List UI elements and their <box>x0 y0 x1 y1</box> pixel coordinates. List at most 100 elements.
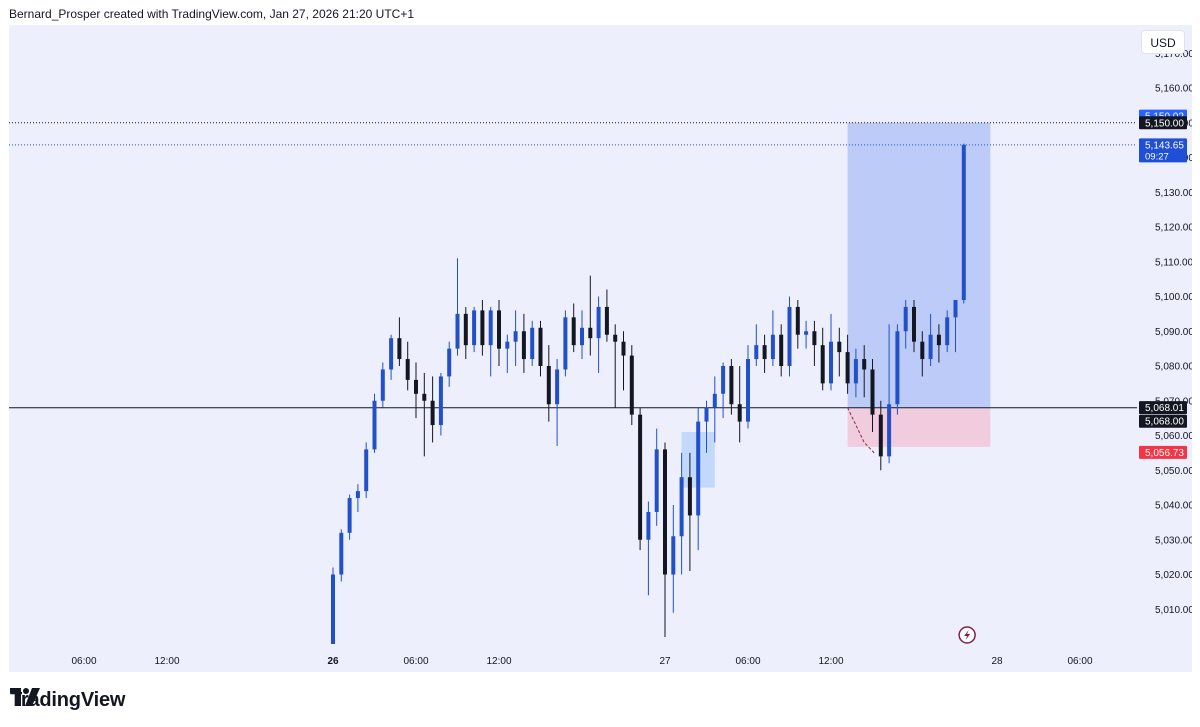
candle-body[interactable] <box>480 310 485 346</box>
candle-body[interactable] <box>654 449 659 512</box>
candle-body[interactable] <box>762 345 767 360</box>
candle-body[interactable] <box>380 369 385 401</box>
candle-body[interactable] <box>679 477 684 537</box>
dashed-drawing[interactable] <box>847 407 875 454</box>
candle-body[interactable] <box>754 345 759 360</box>
price-badge <box>1139 116 1187 130</box>
candle-body[interactable] <box>878 414 883 457</box>
candle-body[interactable] <box>546 366 551 405</box>
candle-body[interactable] <box>737 404 742 422</box>
candle-body[interactable] <box>912 306 916 342</box>
candle-body[interactable] <box>613 334 618 342</box>
candle-body[interactable] <box>787 306 792 366</box>
candle-body[interactable] <box>364 449 369 492</box>
candle-body[interactable] <box>920 341 925 360</box>
candle-body[interactable] <box>687 477 692 516</box>
x-tick-label: 06:00 <box>1067 656 1092 667</box>
y-tick-label: 5,120.00 <box>1155 223 1192 234</box>
candle-body[interactable] <box>696 421 701 516</box>
candle-body[interactable] <box>331 574 335 645</box>
candlestick-chart[interactable]: 5,010.00 5,020.00 5,030.00 5,040.00 5,050.00… <box>9 25 1192 672</box>
candle-body[interactable] <box>953 299 958 318</box>
candle-body[interactable] <box>887 404 892 457</box>
candle-body[interactable] <box>829 341 833 384</box>
candle-body[interactable] <box>853 359 858 384</box>
candle-body[interactable] <box>604 306 609 335</box>
candle-body[interactable] <box>812 331 817 346</box>
candle-body[interactable] <box>530 327 535 360</box>
candle-body[interactable] <box>347 498 352 533</box>
candle-body[interactable] <box>563 317 568 370</box>
candle-body[interactable] <box>463 313 468 346</box>
candle-body[interactable] <box>663 449 667 575</box>
candle-body[interactable] <box>538 327 543 366</box>
y-tick-label: 5,010.00 <box>1155 605 1192 616</box>
candle-body[interactable] <box>862 359 867 370</box>
y-tick-label: 5,050.00 <box>1155 466 1192 477</box>
candle-body[interactable] <box>513 331 518 342</box>
candle-body[interactable] <box>903 306 908 332</box>
x-tick-label: 26 <box>327 656 339 667</box>
candle-body[interactable] <box>721 366 726 394</box>
candle-body[interactable] <box>629 355 634 415</box>
candle-body[interactable] <box>779 334 784 366</box>
candle-body[interactable] <box>845 352 850 384</box>
candle-body[interactable] <box>895 331 900 405</box>
price-badge <box>1139 401 1187 415</box>
candle-body[interactable] <box>372 400 377 450</box>
candle-body[interactable] <box>555 369 560 405</box>
candle-body[interactable] <box>770 334 775 360</box>
candle-body[interactable] <box>621 341 626 356</box>
candle-body[interactable] <box>455 313 460 349</box>
y-tick-label: 5,110.00 <box>1155 257 1192 268</box>
stop-zone[interactable] <box>847 407 991 447</box>
candle-body[interactable] <box>397 338 402 360</box>
candle-body[interactable] <box>795 306 800 335</box>
candle-body[interactable] <box>497 310 501 349</box>
candle-body[interactable] <box>638 414 643 540</box>
candle-body[interactable] <box>646 511 651 540</box>
tradingview-logo[interactable]: TradingView <box>10 688 125 712</box>
candle-body[interactable] <box>729 366 734 405</box>
candle-body[interactable] <box>430 400 435 426</box>
candle-body[interactable] <box>422 393 427 401</box>
candle-body[interactable] <box>596 306 601 339</box>
candle-body[interactable] <box>414 379 418 394</box>
candle-body[interactable] <box>488 310 493 346</box>
candle-body[interactable] <box>405 359 410 380</box>
candle-body[interactable] <box>712 393 717 408</box>
candle-body[interactable] <box>804 331 809 335</box>
candle-body[interactable] <box>588 327 593 339</box>
chart-area[interactable]: 5,010.00 5,020.00 5,030.00 5,040.00 5,050.00… <box>9 25 1192 672</box>
x-tick-label: 06:00 <box>735 656 760 667</box>
x-tick-label: 12:00 <box>818 656 843 667</box>
candle-body[interactable] <box>389 338 394 370</box>
candle-body[interactable] <box>936 334 941 346</box>
candle-body[interactable] <box>671 536 676 575</box>
candle-body[interactable] <box>704 407 709 422</box>
profit-zone[interactable] <box>847 122 991 408</box>
lightning-bolt-icon <box>964 630 971 640</box>
currency-button[interactable]: USD <box>1141 30 1185 54</box>
candle-body[interactable] <box>837 341 842 353</box>
candle-body[interactable] <box>820 345 825 384</box>
y-tick-label: 5,040.00 <box>1155 501 1192 512</box>
candle-body[interactable] <box>571 317 576 346</box>
candle-body[interactable] <box>580 327 584 346</box>
candle-body[interactable] <box>928 334 933 360</box>
candle-body[interactable] <box>505 341 510 349</box>
candle-body[interactable] <box>945 317 950 346</box>
candle-body[interactable] <box>870 369 875 415</box>
brand-name: TradingView <box>10 688 126 711</box>
candle-body[interactable] <box>746 359 750 422</box>
candle-body[interactable] <box>447 348 452 377</box>
candle-body[interactable] <box>521 331 526 360</box>
candle-body[interactable] <box>355 491 360 499</box>
candle-body[interactable] <box>438 376 443 426</box>
candle-body[interactable] <box>961 144 966 300</box>
candle-body[interactable] <box>339 532 344 575</box>
x-tick-label: 27 <box>659 656 671 667</box>
candle-body[interactable] <box>472 310 477 346</box>
x-tick-label: 06:00 <box>403 656 428 667</box>
y-tick-label: 5,160.00 <box>1155 84 1192 95</box>
